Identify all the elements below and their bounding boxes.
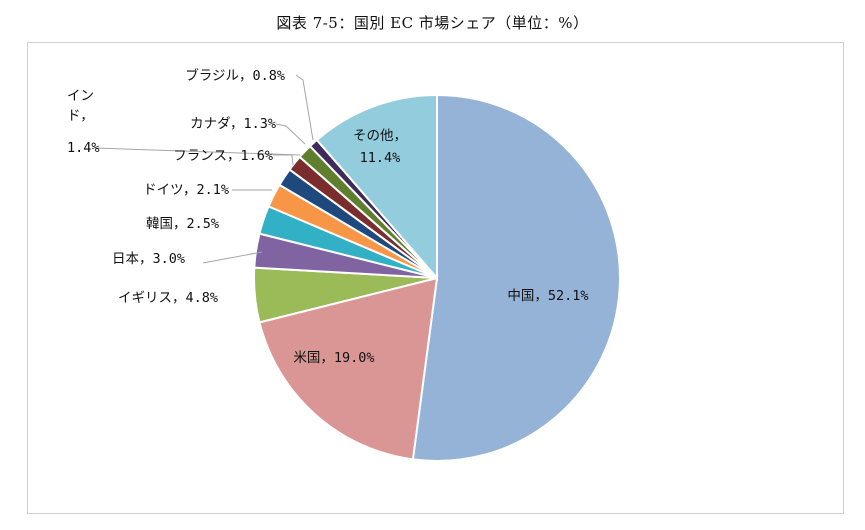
data-label-米国: 米国，19.0% [293,350,374,366]
data-label-カナダ: カナダ，1.3% [190,116,276,132]
leader-line-インド [94,147,301,156]
leader-line-カナダ [275,123,306,145]
data-label-中国: 中国，52.1% [507,288,588,304]
data-label-イギリス: イギリス，4.8% [118,290,218,306]
leader-line-ブラジル [295,74,314,141]
data-label-フランス: フランス，1.6% [173,148,273,164]
data-label-韓国: 韓国，2.5% [146,216,219,232]
leader-line-日本 [202,251,263,264]
pie-slice-その他 [315,93,438,281]
chart-title: 図表 7-5：国別 EC 市場シェア（単位：%） [276,14,589,32]
data-label-その他: その他， 11.4% [353,128,407,166]
data-label-日本: 日本，3.0% [112,251,185,267]
data-label-ブラジル: ブラジル，0.8% [185,67,285,84]
data-label-インド: インド， 1.4% [67,88,100,156]
data-label-ドイツ: ドイツ，2.1% [143,182,229,198]
pie-slice-米国 [258,276,439,461]
pie-slice-中国 [411,93,621,462]
leader-line-フランス [273,154,294,166]
